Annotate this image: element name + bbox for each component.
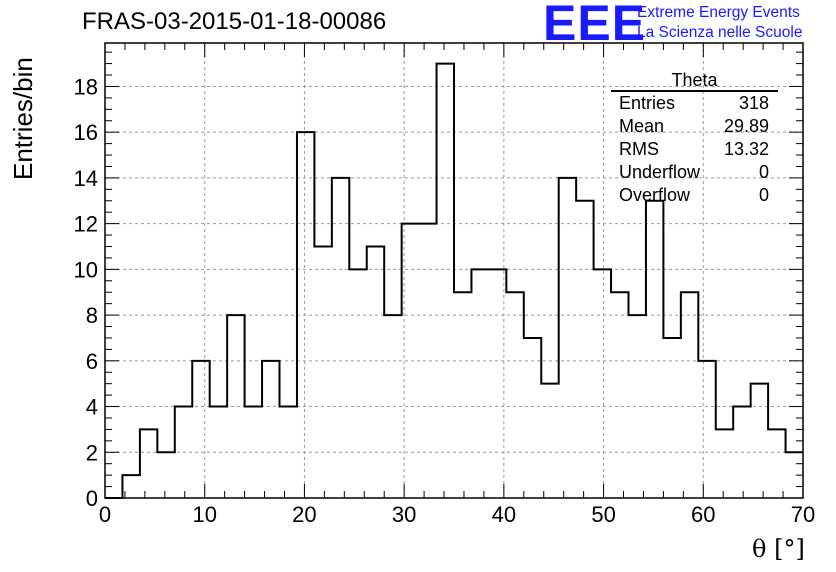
histogram-bin [559, 178, 576, 498]
histogram-series [105, 62, 803, 499]
y-axis-label: Entries/bin [8, 57, 38, 180]
y-tick-label: 12 [74, 212, 98, 237]
stats-label: RMS [619, 139, 659, 159]
histogram-bin [245, 407, 262, 498]
y-tick-label: 10 [74, 257, 98, 282]
histogram-bin [663, 338, 680, 498]
stats-label: Underflow [619, 162, 701, 182]
histogram-bin [611, 292, 628, 498]
histogram-bin [367, 246, 384, 498]
histogram-bin [157, 452, 174, 498]
axis-ticks [104, 43, 804, 499]
histogram-bin [471, 269, 488, 498]
x-axis-label: θ [°] [752, 535, 805, 563]
histogram-bin [768, 429, 785, 498]
histogram-bin [751, 384, 768, 498]
y-tick-label: 16 [74, 120, 98, 145]
y-tick-label: 2 [86, 440, 98, 465]
stats-label: Entries [619, 93, 676, 113]
histogram-bin [594, 269, 611, 498]
histogram-bin [437, 64, 454, 498]
x-tick-label: 50 [591, 502, 615, 527]
histogram-bin [524, 338, 541, 498]
brand-line-2: La Scienza nelle Scuole [637, 24, 803, 41]
y-tick-label: 8 [86, 303, 98, 328]
stats-value: 318 [738, 93, 769, 113]
chart-title: FRAS-03-2015-01-18-00086 [82, 8, 387, 35]
y-tick-label: 18 [74, 74, 98, 99]
y-tick-labels: 0 2 4 6 8 10 12 14 16 18 [74, 74, 98, 511]
histogram-outline [105, 62, 803, 499]
stats-label: Overflow [619, 185, 691, 205]
histogram-bin [349, 269, 366, 498]
x-tick-label: 40 [492, 502, 516, 527]
stats-row-rms: RMS 13.32 [611, 138, 778, 161]
brand-line-1: Extreme Energy Events [637, 4, 800, 21]
stats-value: 0 [758, 185, 769, 205]
histogram-bin [332, 178, 349, 498]
histogram-bin [280, 407, 297, 498]
stats-box: Theta Entries 318 Mean 29.89 RMS 13.32 U… [611, 70, 778, 207]
histogram-bin [192, 361, 209, 498]
eee-logo: EEE [543, 0, 647, 51]
y-tick-label: 0 [86, 486, 98, 511]
x-tick-label: 30 [392, 502, 416, 527]
x-tick-label: 0 [99, 502, 111, 527]
histogram-bin [716, 429, 733, 498]
plot-frame [104, 42, 804, 499]
x-tick-label: 70 [791, 502, 815, 527]
histogram-bin [681, 292, 698, 498]
histogram-bin [541, 384, 558, 498]
histogram-bin [646, 201, 663, 498]
stats-row-mean: Mean 29.89 [611, 115, 778, 138]
x-tick-label: 20 [292, 502, 316, 527]
y-tick-label: 6 [86, 349, 98, 374]
histogram-bin [262, 361, 279, 498]
stats-row-overflow: Overflow 0 [611, 184, 778, 207]
y-tick-label: 4 [86, 395, 98, 420]
histogram-bin [140, 429, 157, 498]
histogram-bin [698, 361, 715, 498]
y-tick-label: 14 [74, 166, 98, 191]
histogram-bin [227, 315, 244, 498]
stats-row-entries: Entries 318 [611, 92, 778, 115]
histogram-bin [629, 315, 646, 498]
x-tick-labels: 0 10 20 30 40 50 60 70 [99, 502, 815, 527]
histogram-bin [576, 201, 593, 498]
x-tick-label: 10 [192, 502, 216, 527]
histogram-bin [454, 292, 471, 498]
stats-value: 13.32 [723, 139, 769, 159]
stats-title: Theta [611, 70, 778, 92]
histogram-bin [419, 224, 436, 498]
histogram-bin [506, 292, 523, 498]
histogram-bin [210, 407, 227, 498]
stats-row-underflow: Underflow 0 [611, 161, 778, 184]
x-tick-label: 60 [691, 502, 715, 527]
stats-label: Mean [619, 116, 665, 136]
histogram-bin [402, 224, 419, 498]
stats-value: 29.89 [723, 116, 769, 136]
stats-value: 0 [758, 162, 769, 182]
histogram-bin [314, 246, 331, 498]
